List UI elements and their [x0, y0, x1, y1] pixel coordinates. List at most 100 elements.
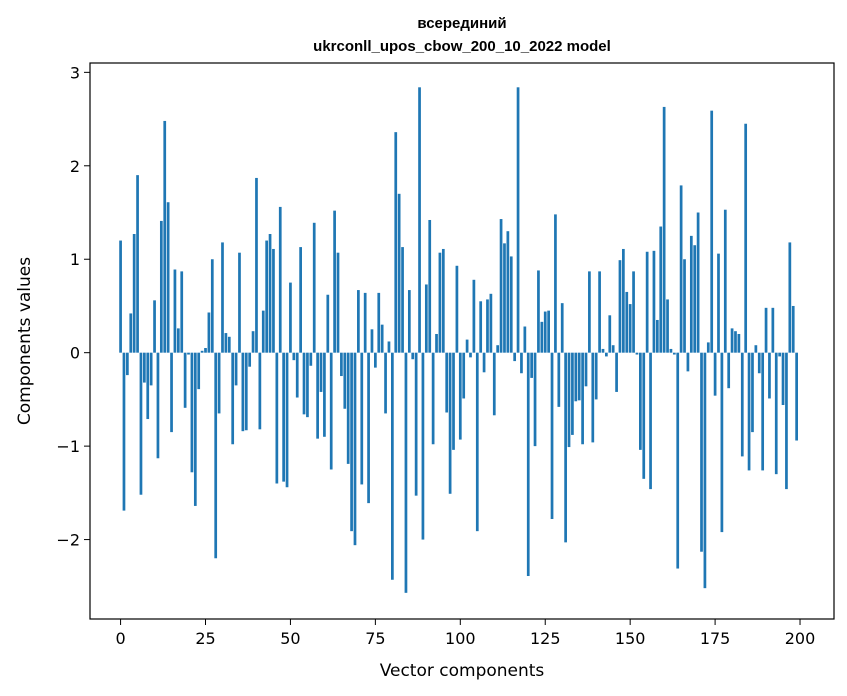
bar-197 [788, 242, 792, 353]
bar-31 [224, 333, 228, 353]
bar-63 [333, 210, 336, 353]
bar-11 [156, 352, 160, 459]
y-tick-label: 2 [70, 157, 80, 176]
x-tick-label: 0 [115, 629, 125, 648]
bar-20 [187, 352, 190, 355]
bar-82 [397, 193, 401, 353]
bar-188 [757, 352, 761, 374]
x-tick-label: 75 [365, 629, 385, 648]
bar-37 [244, 352, 248, 431]
bar-159 [659, 226, 663, 353]
plot-frame [89, 62, 835, 620]
bar-58 [316, 352, 319, 439]
bar-171 [700, 352, 703, 552]
bar-183 [740, 352, 744, 457]
bar-129 [557, 352, 561, 407]
bar-125 [543, 311, 547, 353]
bar-46 [275, 352, 279, 484]
bar-102 [465, 339, 469, 353]
bar-153 [639, 352, 642, 450]
bar-24 [200, 350, 204, 353]
chart-title-line1: всерединий [417, 15, 506, 32]
bar-80 [391, 352, 394, 580]
bar-25 [204, 348, 207, 353]
bar-85 [407, 290, 411, 353]
bar-140 [594, 352, 598, 400]
bar-121 [530, 352, 533, 378]
bar-176 [717, 253, 720, 353]
bar-118 [520, 352, 523, 374]
bar-93 [435, 333, 438, 353]
bar-165 [679, 185, 683, 353]
bar-41 [258, 352, 262, 430]
bar-199 [795, 352, 798, 441]
bar-96 [445, 352, 449, 413]
bar-143 [605, 352, 608, 357]
bar-26 [207, 312, 211, 353]
bar-88 [418, 87, 421, 353]
bar-89 [421, 352, 425, 540]
bar-185 [747, 352, 751, 471]
y-tick-label: 1 [70, 250, 80, 269]
bar-145 [611, 345, 615, 353]
bar-30 [221, 242, 224, 353]
bar-189 [761, 352, 765, 471]
bar-148 [622, 248, 625, 353]
bar-39 [251, 331, 255, 353]
bar-35 [238, 252, 241, 353]
bar-192 [771, 307, 775, 353]
bar-83 [401, 247, 404, 353]
x-axis-label: Vector components [380, 661, 545, 681]
bar-120 [526, 352, 530, 577]
bar-84 [404, 352, 408, 593]
bar-157 [652, 250, 656, 353]
bar-53 [299, 247, 302, 353]
bars-group [119, 87, 798, 593]
bar-156 [649, 352, 652, 490]
bar-75 [374, 352, 377, 368]
bar-147 [618, 260, 622, 353]
y-tick-label: −2 [56, 531, 80, 550]
bar-114 [506, 231, 510, 353]
bar-172 [703, 352, 707, 589]
bar-38 [248, 352, 252, 367]
bar-55 [306, 352, 309, 418]
bar-21 [190, 352, 194, 473]
bar-164 [676, 352, 680, 569]
bar-3 [129, 313, 133, 353]
bar-103 [469, 352, 472, 358]
bar-4 [132, 234, 136, 353]
bar-28 [214, 352, 218, 559]
bar-56 [309, 352, 313, 366]
bar-124 [540, 321, 544, 353]
y-tick-label: −1 [56, 437, 80, 456]
bar-113 [503, 243, 506, 353]
bar-90 [424, 284, 428, 353]
bar-190 [764, 307, 768, 353]
bar-135 [577, 352, 581, 401]
bar-57 [312, 222, 316, 353]
chart-title-line2: ukrconll_upos_cbow_200_10_2022 model [313, 38, 611, 55]
bar-108 [486, 299, 489, 353]
bar-168 [689, 235, 693, 353]
bar-64 [336, 252, 340, 353]
bar-194 [778, 352, 781, 357]
x-tick-label: 50 [280, 629, 300, 648]
bar-19 [183, 352, 187, 408]
bar-166 [683, 259, 686, 353]
bar-62 [329, 352, 333, 470]
bar-34 [234, 352, 238, 386]
bar-91 [428, 219, 432, 353]
bar-86 [411, 352, 415, 360]
bar-36 [241, 352, 245, 432]
bar-98 [452, 352, 455, 450]
bar-44 [268, 234, 272, 353]
bar-81 [394, 132, 398, 353]
bar-149 [625, 291, 629, 353]
bar-179 [727, 352, 731, 389]
bar-122 [533, 352, 537, 447]
bar-193 [774, 352, 778, 475]
bar-139 [591, 352, 595, 443]
x-tick-label: 125 [530, 629, 561, 648]
